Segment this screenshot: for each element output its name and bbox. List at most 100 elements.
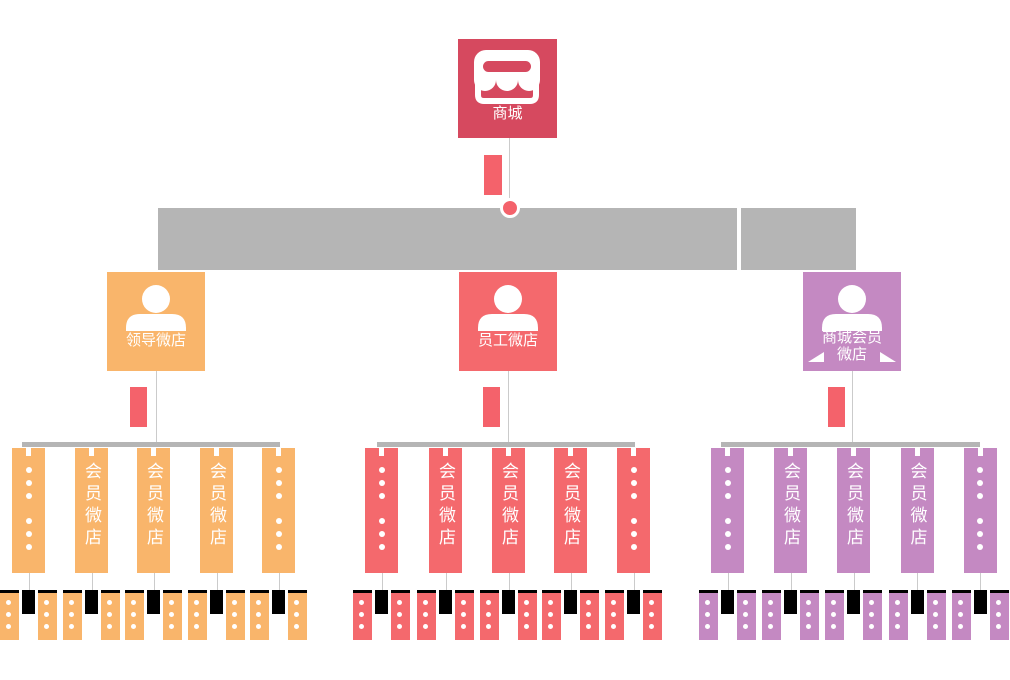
sub-store-dot [586,624,591,629]
sub-store-bar [163,590,182,640]
ellipsis-dot [25,531,32,537]
member-store-label-wrap: 会员微店 [901,462,934,550]
child-connector-line [91,573,93,590]
corner-wedge-left [808,352,824,362]
member-store-label: 会员微店 [144,462,163,550]
more-stores-bar [12,448,45,573]
branch-node-label-line: 微店 [836,346,867,363]
sub-store-dot [486,624,491,629]
sub-store-dot [423,624,428,629]
bar-top-notch [631,448,636,456]
sub-store-dot [869,624,874,629]
child-connector-line [216,573,218,590]
sub-store-bar [250,590,269,640]
sub-store-dot [194,624,199,629]
member-store-bar: 会员微店 [200,448,233,573]
sub-store-dot [131,600,136,605]
sub-store-bar [63,590,82,640]
sub-store-dot [705,624,710,629]
sub-store-bar [353,590,372,640]
ellipsis-dot [378,518,385,524]
sub-store-dot [869,600,874,605]
member-store-label-wrap: 会员微店 [492,462,525,550]
sub-store-dot [932,612,938,617]
sub-store-dot [768,600,773,605]
member-store-bar: 会员微店 [554,448,587,573]
member-store-label: 会员微店 [436,462,455,550]
ellipsis-dot [378,480,385,486]
member-store-label: 会员微店 [781,462,800,550]
sub-store-dot [194,612,199,617]
ellipsis-dot [275,531,282,537]
placeholder-square [910,590,924,614]
ellipsis-dot [977,493,983,499]
ellipsis-dot [977,531,983,537]
sub-store-bar [825,590,844,640]
sub-store-dot [548,624,553,629]
bar-top-notch [568,448,573,456]
sub-store-dot [294,600,299,605]
sub-store-bar [288,590,307,640]
placeholder-square [22,590,35,614]
member-store-label: 会员微店 [499,462,518,550]
sub-store-dot [932,600,938,605]
ellipsis-dot [977,480,983,486]
sub-store-dot [69,612,74,617]
sub-store-dot [831,612,836,617]
ellipsis-dot [630,531,637,537]
placeholder-square [502,590,515,614]
sub-store-bar [391,590,410,640]
sub-store-bar [38,590,57,640]
sub-store-dot [397,612,402,617]
sub-store-bar [188,590,207,640]
sub-store-bar [226,590,245,640]
sub-store-dot [69,624,74,629]
bar-top-notch [443,448,448,456]
bar-top-notch [914,448,920,456]
sub-store-dot [995,612,1001,617]
ellipsis-dot [378,531,385,537]
sub-store-dot [6,612,11,617]
bar-top-notch [506,448,511,456]
sub-store-bar [888,590,908,640]
branch-connector-stub [828,387,845,427]
storefront-icon [474,50,540,106]
branch-connector-line [852,371,853,442]
sub-store-bar [737,590,756,640]
sub-store-dot [256,600,261,605]
ellipsis-dot [630,493,637,499]
person-icon [126,285,186,331]
child-connector-line [381,573,383,590]
sub-store-dot [294,612,299,617]
sub-store-dot [486,600,491,605]
sub-store-dot [397,624,402,629]
ellipsis-dot [724,544,731,550]
placeholder-square [721,590,734,614]
sub-store-dot [806,600,811,605]
ellipsis-dot [977,544,983,550]
sub-store-dot [232,612,237,617]
sub-store-bar [605,590,624,640]
sub-store-bar [101,590,120,640]
member-store-bar: 会员微店 [900,448,934,573]
member-store-label: 会员微店 [207,462,226,550]
root-node-label: 商城 [458,105,557,122]
sub-store-dot [649,624,654,629]
sub-store-dot [486,612,491,617]
child-connector-line [790,573,792,590]
bar-top-notch [214,448,219,456]
sub-store-dot [6,600,11,605]
ellipsis-dot [724,531,731,537]
ellipsis-dot [378,493,385,499]
ellipsis-dot [25,518,32,524]
member-store-bar: 会员微店 [774,448,807,573]
sub-store-dot [232,600,237,605]
branch-node-label-line: 领导微店 [125,332,186,349]
member-store-label-wrap: 会员微店 [774,462,807,550]
branch-node-mall-member-weidian: 商城会员 微店 [803,272,901,371]
ellipsis-dot [275,544,282,550]
ellipsis-dot [378,467,385,473]
branch-node-label: 领导微店 [107,332,205,349]
placeholder-square [847,590,860,614]
